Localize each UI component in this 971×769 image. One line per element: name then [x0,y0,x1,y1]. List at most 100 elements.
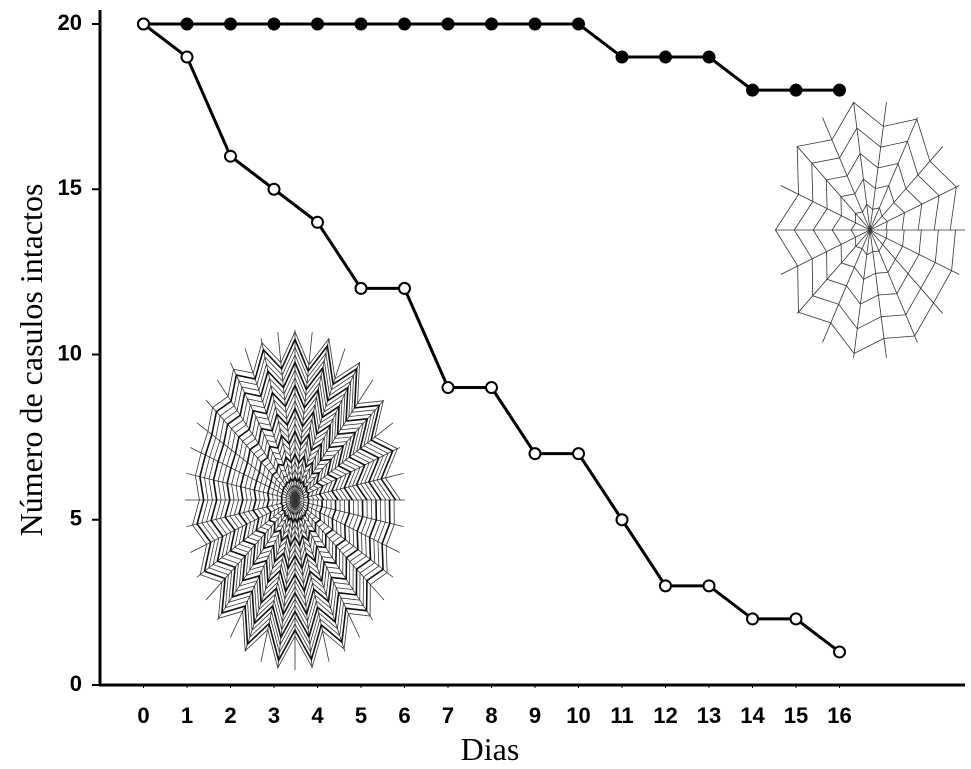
data-point [137,17,150,31]
y-tick-label: 0 [70,671,82,696]
web-illustration [185,101,965,670]
data-point [224,149,237,163]
data-point [572,17,585,31]
web-ring [206,353,387,647]
web-ring [252,429,339,571]
web-strand [294,447,400,501]
web-strand [260,338,296,501]
web-ring [257,437,334,563]
data-point [224,17,237,31]
x-tick-label: 13 [697,703,721,728]
web-strand [294,332,313,501]
web-ring [229,392,363,608]
web-strand [869,229,918,343]
data-point [354,17,368,31]
x-tick-label: 11 [610,703,633,728]
x-axis-title: Dias [461,731,520,767]
web-ring [812,152,923,305]
x-tick-label: 8 [485,703,497,728]
x-tick-label: 15 [784,703,808,728]
data-point [572,447,585,461]
web-strand [277,332,296,501]
x-tick-label: 3 [268,703,280,728]
web-ring [224,383,368,617]
web-ring [280,475,311,526]
web-strand [294,499,394,578]
web-strand [796,146,871,231]
x-tick-label: 5 [355,703,367,728]
web-strand [186,499,296,527]
web-strand [869,229,944,314]
web-ring [285,483,305,517]
web-strand [294,379,374,501]
web-strand [869,185,960,231]
x-tick-label: 14 [740,703,765,728]
x-tick-label: 10 [566,703,590,728]
web-ring [233,399,358,601]
data-point [615,50,629,64]
data-point [267,17,281,31]
x-tick-label: 7 [442,703,454,728]
web-ring [247,422,344,578]
web-strand [294,348,346,501]
data-point [789,83,803,97]
x-tick-label: 16 [827,703,851,728]
web-ring [215,369,377,631]
web-strand [216,499,296,621]
web-ring [289,491,301,509]
data-point [398,17,411,31]
data-point [398,281,411,295]
web-strand [229,499,296,638]
data-point [441,17,455,31]
y-axis-title: Número de casulos intactos [13,184,49,537]
web-strand [260,499,296,662]
web-strand [869,117,918,231]
data-point [746,612,759,626]
data-point [615,513,629,527]
web-ring [238,406,354,594]
y-tick-label: 15 [58,175,82,200]
data-point [746,83,759,97]
web-strand [229,362,296,501]
data-point [528,17,542,31]
data-point [311,215,324,229]
data-point [702,50,716,64]
web-strand [294,422,394,501]
data-point [789,612,803,626]
web-strand [822,117,871,231]
web-strand [294,499,346,652]
x-tick-label: 1 [181,703,193,728]
web-strand [853,229,871,359]
web-ring [793,127,940,330]
web-strand [294,499,361,638]
x-tick-label: 0 [137,703,149,728]
web-ring [196,337,397,663]
web-ring [275,468,315,532]
data-point [485,381,498,395]
data-point [485,17,498,31]
data-point [833,83,846,97]
web-strand [780,229,871,275]
web-ring [219,376,372,624]
data-point [354,281,368,295]
y-tick-label: 5 [70,506,82,531]
data-point [659,50,672,64]
web-ring [261,445,329,555]
web-strand [869,101,887,231]
data-point [267,182,281,196]
web-ring [831,178,905,280]
web-ring [192,330,401,669]
series-line [143,22,840,92]
web-strand [205,499,296,601]
x-tick-label: 6 [398,703,410,728]
data-point [180,17,194,31]
web-strand [294,499,330,662]
data-point [833,645,846,659]
web-strand [853,101,871,231]
web-strand [780,185,871,231]
data-point [659,579,672,593]
web-strand [244,348,296,501]
web-strand [216,379,296,501]
data-point [180,50,194,64]
